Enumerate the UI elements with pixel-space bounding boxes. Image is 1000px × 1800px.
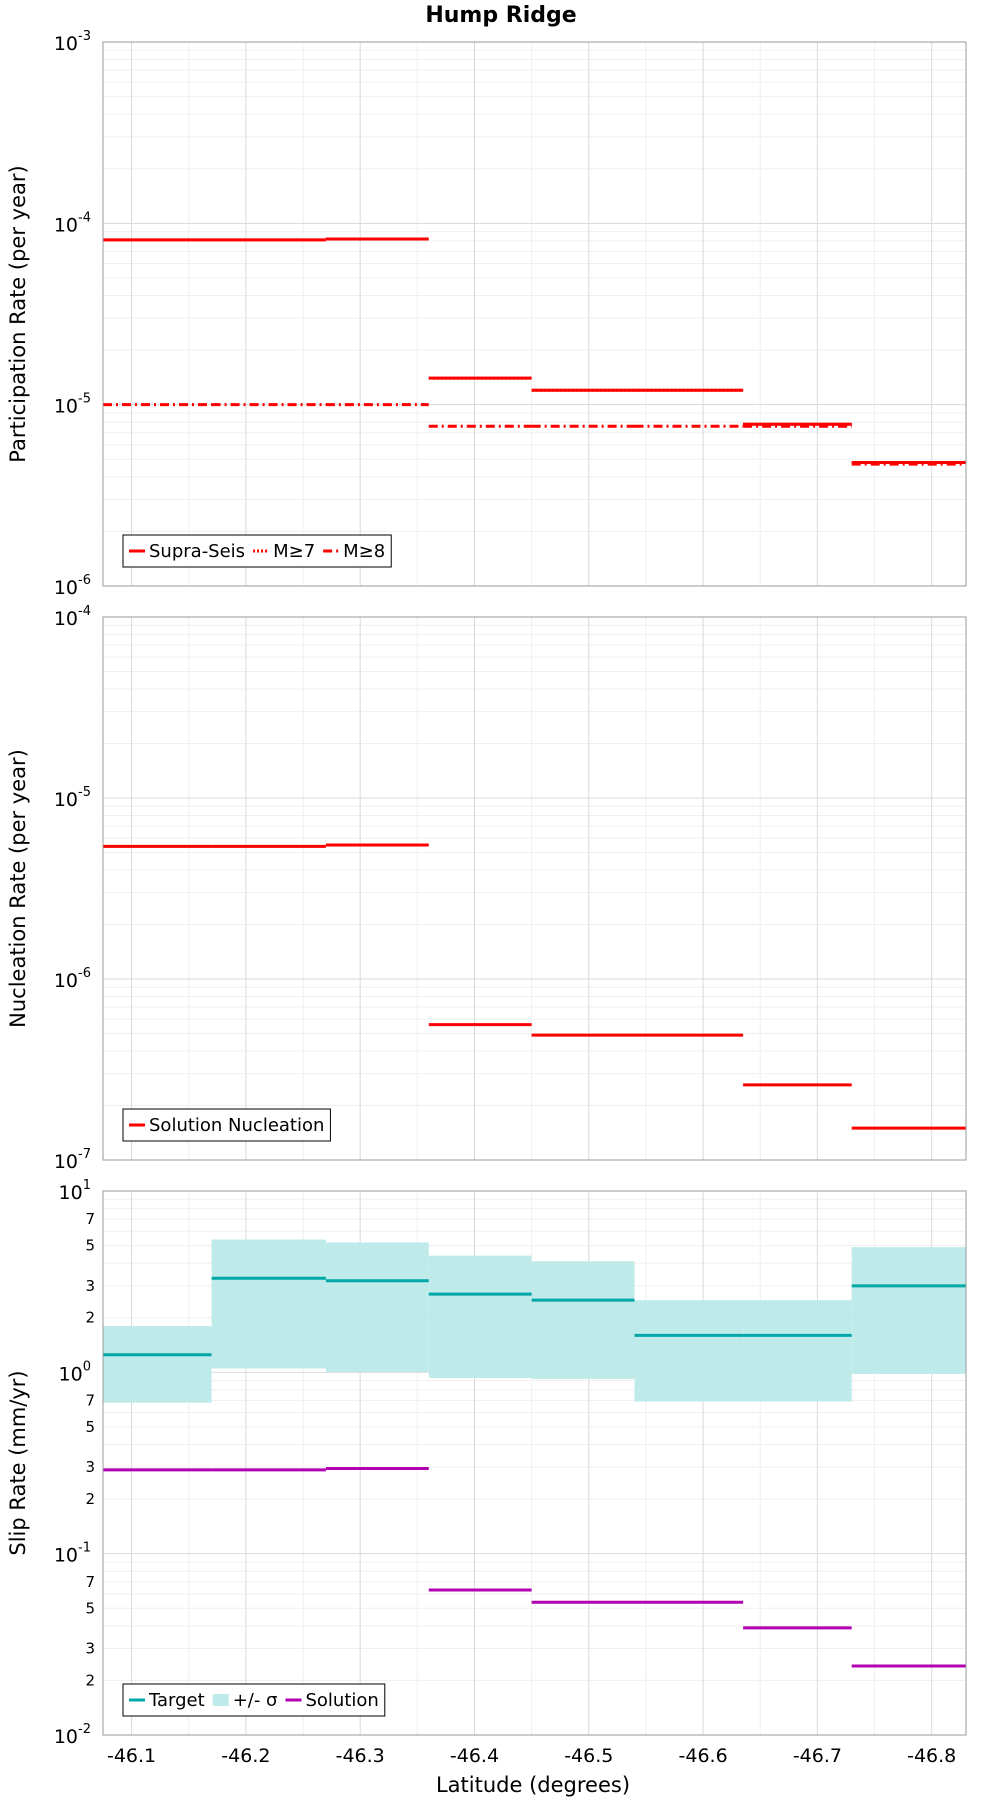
x-tick-label: -46.1 [107, 1745, 156, 1767]
legend-label: +/- σ [233, 1690, 278, 1711]
y-minor-tick-label: 5 [85, 1599, 95, 1617]
legend-label: M≥7 [273, 541, 315, 562]
y-tick-label: 10-2 [54, 1722, 91, 1748]
plot-frame [102, 1190, 967, 1736]
y-tick-label: 10-5 [54, 392, 91, 418]
y-minor-tick-label: 2 [85, 1309, 95, 1327]
series-target [103, 1276, 966, 1357]
legend-label: M≥8 [343, 541, 385, 562]
plot-frame [102, 616, 967, 1161]
sigma-band-segment [743, 1300, 852, 1402]
y-axis-title: Participation Rate (per year) [6, 165, 30, 462]
panel-2: 10-7 10-6 10-5 10-4 Nucleation Rate (per yea… [6, 604, 967, 1173]
sigma-band-segment [103, 1326, 212, 1403]
y-tick-label: 10-4 [54, 210, 91, 236]
sigma-band-segment [428, 1255, 532, 1379]
legend-swatch [212, 1694, 229, 1706]
legend-box [122, 1683, 386, 1717]
x-tick-label: -46.8 [907, 1745, 956, 1767]
y-tick-label: 10-1 [54, 1541, 91, 1567]
legend-box [122, 1108, 331, 1142]
legend: Supra-Seis M≥7 M≥8 [122, 534, 392, 568]
legend-label: Solution Nucleation [149, 1115, 324, 1136]
y-axis-title: Slip Rate (mm/yr) [6, 1370, 30, 1555]
x-tick-label: -46.7 [793, 1745, 842, 1767]
y-tick-label: 100 [59, 1359, 91, 1385]
chart-title: Hump Ridge [425, 3, 576, 28]
series-solution [103, 1466, 966, 1668]
y-minor-tick-label: 2 [85, 1490, 95, 1508]
y-minor-tick-label: 5 [85, 1418, 95, 1436]
x-tick-label: -46.4 [450, 1745, 499, 1767]
y-axis-title: Nucleation Rate (per year) [6, 749, 30, 1028]
x-tick-label: -46.3 [336, 1745, 385, 1767]
x-tick-label: -46.2 [221, 1745, 270, 1767]
series-solution-nucleation [103, 843, 966, 1130]
x-tick-label: -46.6 [679, 1745, 728, 1767]
legend-label: Target [148, 1690, 205, 1711]
x-axis-title: Latitude (degrees) [436, 1773, 630, 1797]
legend: Solution Nucleation [122, 1108, 331, 1142]
y-minor-tick-label: 3 [85, 1277, 95, 1295]
sigma-band-segment [325, 1242, 429, 1373]
panel-1: 10-6 10-5 10-4 10-3 Participation Rate (per … [6, 29, 967, 599]
y-tick-label: 10-7 [54, 1147, 91, 1173]
sigma-band-segment [531, 1261, 635, 1379]
y-minor-tick-label: 7 [85, 1391, 95, 1409]
y-tick-label: 101 [59, 1178, 91, 1204]
y-tick-label: 10-3 [54, 29, 91, 55]
y-minor-tick-label: 5 [85, 1237, 95, 1255]
plot-area [103, 617, 966, 1160]
plot-frame [102, 41, 967, 587]
panel-3: 10-2 10-1 100 101 2 3 5 7 2 3 5 7 2 3 5 7 Slip Rate (mm/… [6, 1178, 967, 1748]
series-m-7 [103, 237, 966, 464]
plot-area [103, 42, 966, 586]
y-minor-tick-label: 7 [85, 1210, 95, 1228]
y-tick-label: 10-4 [54, 604, 91, 630]
legend-label: Solution [305, 1690, 378, 1711]
sigma-band-segment [851, 1247, 966, 1374]
sigma-band-segment [211, 1239, 326, 1369]
series-m-8 [103, 403, 966, 466]
y-minor-tick-label: 3 [85, 1639, 95, 1657]
y-minor-tick-label: 3 [85, 1458, 95, 1476]
legend: Target +/- σ Solution [122, 1683, 386, 1717]
x-tick-label: -46.5 [564, 1745, 613, 1767]
y-minor-tick-label: 2 [85, 1671, 95, 1689]
sigma-band-segment [634, 1300, 744, 1402]
y-minor-tick-label: 7 [85, 1573, 95, 1591]
y-tick-label: 10-5 [54, 785, 91, 811]
y-tick-label: 10-6 [54, 966, 91, 992]
y-tick-label: 10-6 [54, 573, 91, 599]
legend-label: Supra-Seis [149, 541, 245, 562]
